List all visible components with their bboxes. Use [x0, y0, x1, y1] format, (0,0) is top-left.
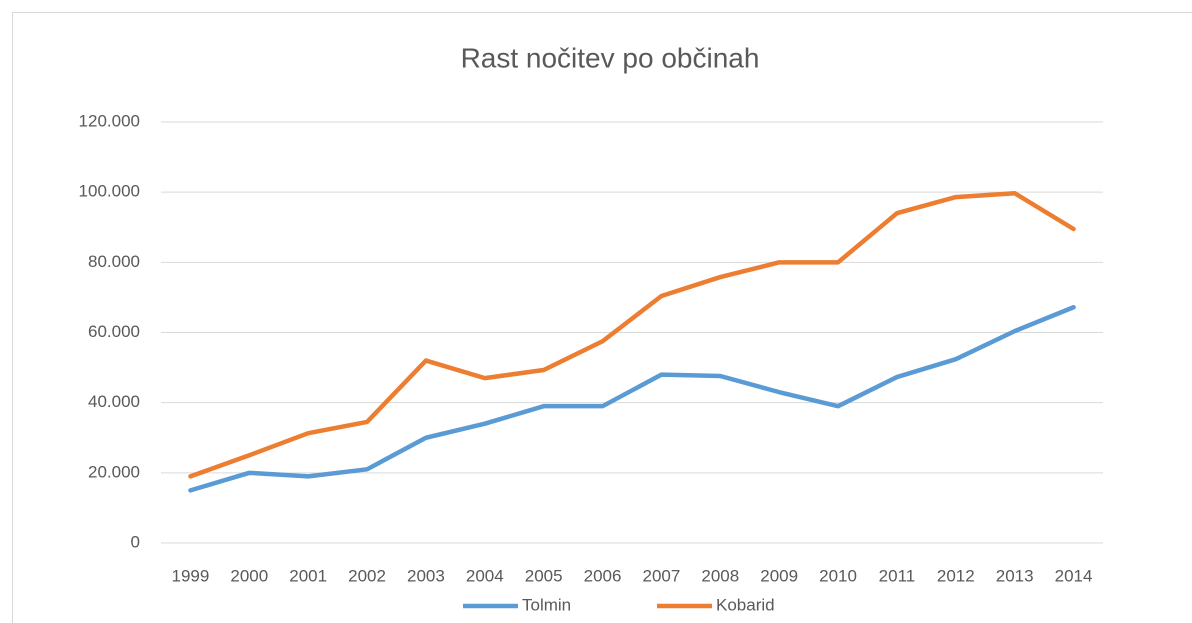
x-tick-label: 2012: [937, 566, 975, 585]
data-line: [188, 190, 1076, 479]
x-tick-label: 2001: [289, 566, 327, 585]
y-tick-label: 0: [131, 532, 140, 551]
data-line: [188, 304, 1076, 493]
x-tick-label: 2010: [819, 566, 857, 585]
x-tick-label: 2006: [584, 566, 622, 585]
x-tick-label: 1999: [172, 566, 210, 585]
y-tick-label: 100.000: [79, 182, 140, 201]
chart-title: Rast nočitev po občinah: [461, 42, 760, 73]
x-tick-label: 2000: [230, 566, 268, 585]
chart-frame: [12, 12, 1192, 623]
x-tick-label: 2003: [407, 566, 445, 585]
legend-label: Tolmin: [522, 595, 571, 614]
x-tick-label: 2014: [1055, 566, 1093, 585]
y-tick-label: 20.000: [88, 462, 140, 481]
x-tick-label: 2013: [996, 566, 1034, 585]
y-tick-label: 60.000: [88, 322, 140, 341]
x-tick-label: 2011: [879, 566, 916, 585]
x-tick-label: 2008: [701, 566, 739, 585]
x-tick-label: 2002: [348, 566, 386, 585]
y-tick-label: 40.000: [88, 392, 140, 411]
y-tick-label: 80.000: [88, 252, 140, 271]
legend-label: Kobarid: [716, 595, 775, 614]
x-tick-label: 2009: [760, 566, 798, 585]
y-tick-label: 120.000: [79, 111, 140, 130]
x-tick-label: 2007: [643, 566, 681, 585]
x-tick-label: 2005: [525, 566, 563, 585]
x-tick-label: 2004: [466, 566, 504, 585]
